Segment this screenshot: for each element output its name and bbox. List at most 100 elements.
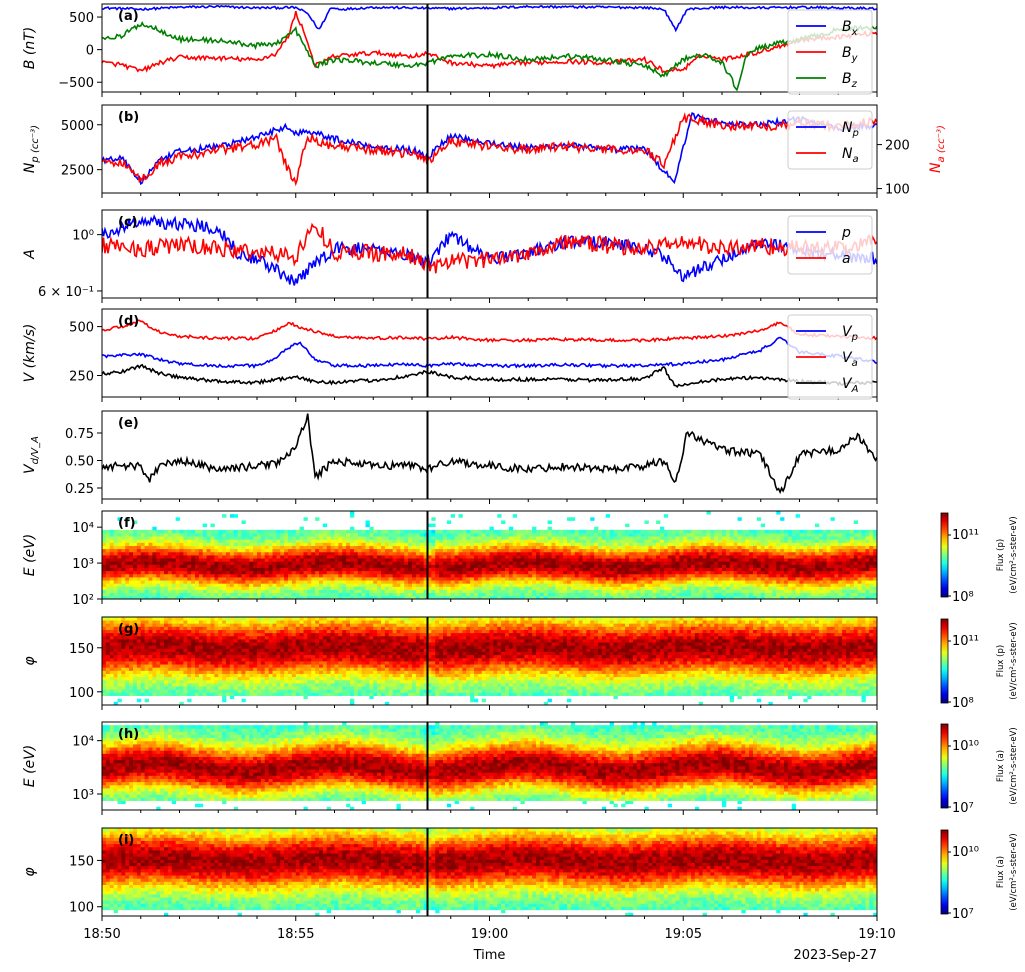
heatmap-cell [253, 580, 257, 584]
heatmap-cell [129, 655, 133, 659]
heatmap-cell [354, 546, 358, 550]
heatmap-cell [497, 549, 501, 553]
heatmap-cell [567, 546, 571, 550]
heatmap-cell [652, 530, 656, 534]
heatmap-cell [707, 549, 711, 553]
heatmap-cell [660, 590, 664, 594]
heatmap-cell [381, 561, 385, 565]
heatmap-cell [366, 583, 370, 587]
heatmap-cell [482, 530, 486, 534]
heatmap-cell [590, 586, 594, 590]
heatmap-cell [234, 514, 238, 518]
heatmap-cell [796, 593, 800, 597]
heatmap-cell [265, 583, 269, 587]
heatmap-cell [133, 580, 137, 584]
heatmap-cell [730, 558, 734, 562]
heatmap-cell [172, 546, 176, 550]
heatmap-cell [497, 583, 501, 587]
heatmap-cell [125, 590, 129, 594]
heatmap-cell [772, 533, 776, 537]
heatmap-cell [513, 583, 517, 587]
heatmap-cell [280, 539, 284, 543]
heatmap-cell [249, 564, 253, 568]
heatmap-cell [187, 552, 191, 556]
heatmap-cell [307, 593, 311, 597]
heatmap-cell [656, 561, 660, 565]
heatmap-cell [765, 558, 769, 562]
heatmap-cell [455, 583, 459, 587]
heatmap-cell [695, 552, 699, 556]
heatmap-cell [408, 577, 412, 581]
heatmap-cell [532, 561, 536, 565]
heatmap-cell [149, 583, 153, 587]
heatmap-cell [610, 539, 614, 543]
heatmap-cell [807, 583, 811, 587]
heatmap-cell [354, 561, 358, 565]
heatmap-cell [823, 571, 827, 575]
heatmap-cell [800, 590, 804, 594]
heatmap-cell [222, 568, 226, 572]
heatmap-cell [319, 536, 323, 540]
heatmap-cell [319, 586, 323, 590]
heatmap-cell [579, 568, 583, 572]
heatmap-cell [614, 583, 618, 587]
heatmap-cell [765, 555, 769, 559]
heatmap-cell [350, 577, 354, 581]
heatmap-cell [102, 667, 106, 671]
heatmap-cell [563, 542, 567, 546]
heatmap-cell [280, 533, 284, 537]
heatmap-cell [528, 577, 532, 581]
heatmap-cell [869, 555, 873, 559]
heatmap-cell [614, 580, 618, 584]
heatmap-cell [800, 586, 804, 590]
heatmap-cell [493, 583, 497, 587]
heatmap-cell [315, 555, 319, 559]
heatmap-cell [633, 577, 637, 581]
heatmap-cell [629, 558, 633, 562]
heatmap-cell [652, 586, 656, 590]
heatmap-cell [280, 555, 284, 559]
heatmap-cell [691, 530, 695, 534]
heatmap-cell [110, 558, 114, 562]
heatmap-cell [695, 583, 699, 587]
heatmap-cell [408, 583, 412, 587]
heatmap-cell [342, 542, 346, 546]
heatmap-cell [307, 561, 311, 565]
heatmap-cell [788, 542, 792, 546]
heatmap-cell [617, 552, 621, 556]
heatmap-cell [455, 542, 459, 546]
heatmap-cell [331, 530, 335, 534]
heatmap-cell [218, 536, 222, 540]
heatmap-cell [447, 590, 451, 594]
heatmap-cell [660, 583, 664, 587]
heatmap-cell [718, 580, 722, 584]
heatmap-cell [288, 586, 292, 590]
heatmap-cell [459, 580, 463, 584]
heatmap-cell [563, 564, 567, 568]
heatmap-cell [586, 549, 590, 553]
heatmap-cell [757, 536, 761, 540]
heatmap-cell [164, 549, 168, 553]
heatmap-cell [300, 546, 304, 550]
heatmap-cell [129, 568, 133, 572]
heatmap-cell [342, 552, 346, 556]
heatmap-cell [141, 677, 145, 681]
heatmap-cell [571, 552, 575, 556]
heatmap-cell [594, 558, 598, 562]
heatmap-cell [695, 580, 699, 584]
heatmap-cell [509, 546, 513, 550]
heatmap-cell [486, 539, 490, 543]
heatmap-cell [373, 568, 377, 572]
heatmap-cell [540, 586, 544, 590]
heatmap-cell [548, 590, 552, 594]
heatmap-cell [815, 571, 819, 575]
heatmap-cell [710, 555, 714, 559]
heatmap-cell [300, 530, 304, 534]
heatmap-cell [110, 539, 114, 543]
heatmap-cell [408, 539, 412, 543]
heatmap-cell [156, 593, 160, 597]
heatmap-cell [389, 558, 393, 562]
heatmap-cell [629, 568, 633, 572]
heatmap-cell [505, 593, 509, 597]
